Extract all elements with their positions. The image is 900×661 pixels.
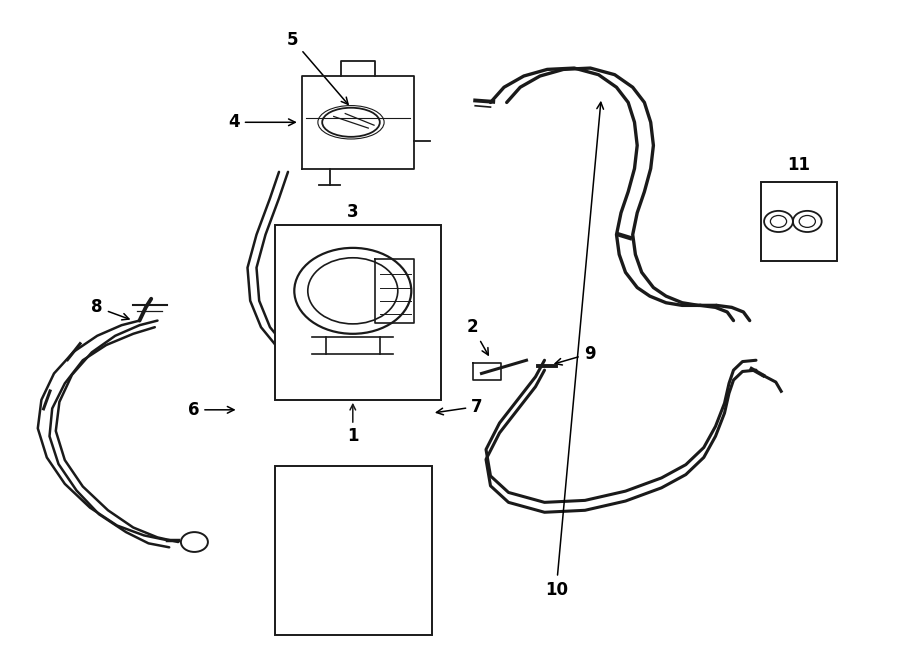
Text: 4: 4: [229, 113, 295, 132]
Text: 11: 11: [788, 156, 810, 175]
Text: 6: 6: [188, 401, 234, 419]
Text: 2: 2: [467, 318, 489, 355]
Text: 1: 1: [347, 427, 358, 446]
Text: 8: 8: [92, 298, 129, 320]
Bar: [274, 466, 432, 635]
Text: 9: 9: [555, 344, 595, 365]
Bar: [274, 225, 441, 400]
Text: 7: 7: [436, 397, 482, 416]
Text: 3: 3: [347, 202, 358, 240]
Text: 5: 5: [287, 30, 348, 104]
Bar: [760, 182, 837, 261]
Text: 10: 10: [544, 102, 604, 599]
